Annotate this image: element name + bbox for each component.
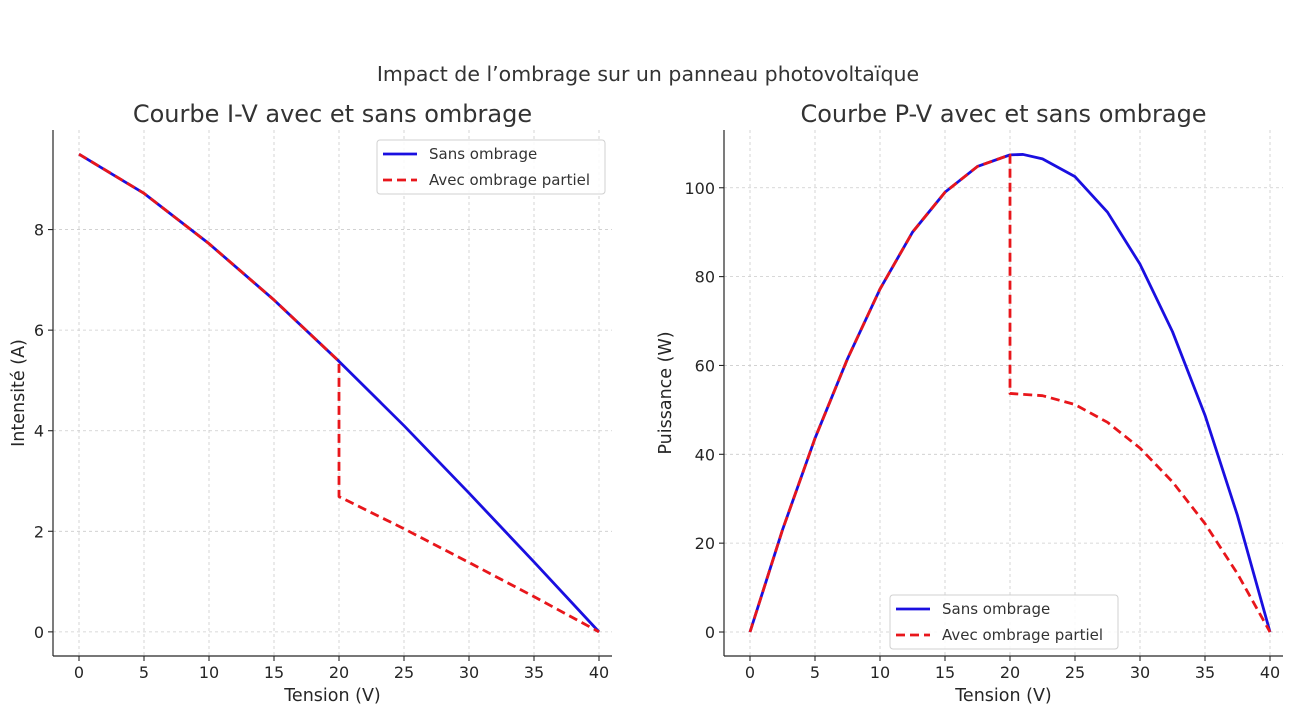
y-tick-label: 2 (34, 522, 44, 541)
y-tick-label: 80 (695, 268, 715, 287)
y-axis-label: Intensité (A) (9, 339, 29, 447)
x-tick-label: 0 (745, 663, 755, 682)
series-line-sans-ombrage (748, 153, 1272, 633)
chart-title: Courbe I-V avec et sans ombrage (133, 100, 532, 128)
y-tick-label: 20 (695, 534, 715, 553)
figure-title: Impact de l’ombrage sur un panneau photo… (377, 62, 919, 86)
chart-title: Courbe P-V avec et sans ombrage (800, 100, 1206, 128)
chart-panel-1: 0 5 10 15 20 25 30 35 40 0 2 4 6 8 Courbe I-V avec et … (9, 100, 612, 706)
x-tick-label: 30 (1130, 663, 1150, 682)
legend-label: Avec ombrage partiel (429, 171, 590, 189)
legend-label: Sans ombrage (942, 600, 1050, 618)
y-tick-label: 6 (34, 321, 44, 340)
legend: Sans ombrage Avec ombrage partiel (376, 139, 606, 195)
x-tick-label: 40 (589, 663, 609, 682)
legend-label: Sans ombrage (429, 145, 537, 163)
y-tick-label: 0 (705, 623, 715, 642)
x-tick-label: 15 (935, 663, 955, 682)
x-tick-label: 35 (1195, 663, 1215, 682)
x-tick-label: 5 (139, 663, 149, 682)
y-tick-label: 40 (695, 445, 715, 464)
y-tick-label: 100 (684, 179, 715, 198)
legend: Sans ombrage Avec ombrage partiel (889, 594, 1119, 650)
x-tick-label: 20 (1000, 663, 1020, 682)
x-axis-label: Tension (V) (954, 686, 1052, 706)
x-tick-label: 35 (524, 663, 544, 682)
y-tick-label: 0 (34, 623, 44, 642)
x-tick-label: 10 (870, 663, 890, 682)
y-tick-label: 8 (34, 221, 44, 240)
chart-panel-2: 0 5 10 15 20 25 30 35 40 0 20 40 60 80 100 Courbe P-V a… (656, 100, 1283, 706)
x-tick-label: 25 (394, 663, 414, 682)
y-tick-label: 4 (34, 422, 44, 441)
y-tick-label: 60 (695, 356, 715, 375)
x-tick-label: 15 (264, 663, 284, 682)
legend-box (376, 139, 606, 195)
series-line-avec-ombrage-partiel (78, 152, 600, 634)
x-axis-label: Tension (V) (283, 686, 381, 706)
x-tick-label: 25 (1065, 663, 1085, 682)
x-tick-label: 40 (1260, 663, 1280, 682)
x-tick-label: 5 (810, 663, 820, 682)
series-line-avec-ombrage-partiel (748, 153, 1272, 633)
legend-label: Avec ombrage partiel (942, 626, 1103, 644)
x-tick-label: 0 (74, 663, 84, 682)
x-tick-label: 20 (329, 663, 349, 682)
x-tick-label: 30 (459, 663, 479, 682)
legend-box (889, 594, 1119, 650)
x-tick-label: 10 (199, 663, 219, 682)
y-axis-label: Puissance (W) (656, 331, 676, 454)
